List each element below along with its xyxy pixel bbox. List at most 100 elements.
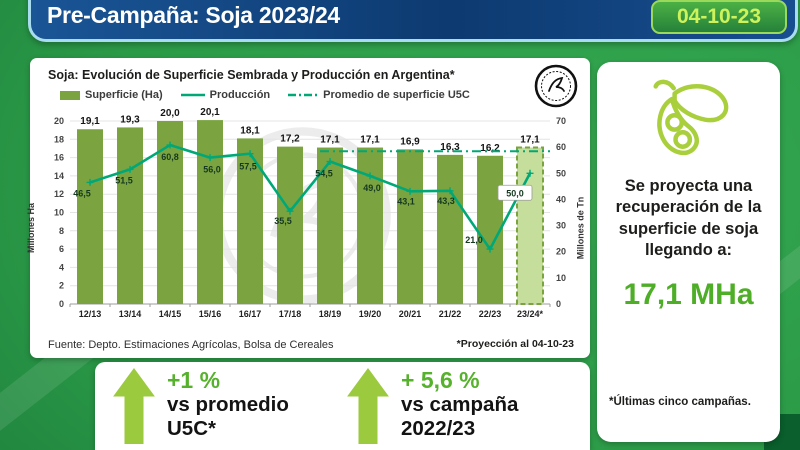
production-value-label: 35,5 xyxy=(274,216,292,226)
page-title: Pre-Campaña: Soja 2023/24 xyxy=(47,2,340,28)
surface-production-chart: 0 2 4 6 8 10 12 14 16 18 20 0 10 20 30 40 50 60 70 12/13 13/… xyxy=(54,108,566,319)
production-marker xyxy=(86,178,94,186)
production-value-label: 21,0 xyxy=(465,235,483,245)
annotation-percent: +1 % xyxy=(167,367,221,393)
u5c-footnote: *Últimas cinco campañas. xyxy=(609,396,751,408)
chart-title: Soja: Evolución de Superficie Sembrada y… xyxy=(48,68,455,82)
legend-produccion: Producción xyxy=(180,89,271,101)
projection-panel: Se proyecta una recuperación de la super… xyxy=(597,62,780,442)
legend-promedio: Promedio de superficie U5C xyxy=(288,89,470,101)
production-marker xyxy=(126,165,134,173)
bar-value-label: 20,1 xyxy=(200,108,220,118)
production-marker xyxy=(206,154,214,162)
y-axis-left-tick: 10 xyxy=(54,208,64,218)
y-axis-left-tick: 20 xyxy=(54,116,64,126)
production-marker xyxy=(166,141,174,149)
production-value-label: 49,0 xyxy=(363,183,381,193)
bolsa-cereales-logo-icon xyxy=(534,64,578,108)
y-axis-right-tick: 30 xyxy=(556,221,566,231)
production-value-label: 43,3 xyxy=(437,196,455,206)
bar-value-label: 17,1 xyxy=(320,135,340,146)
y-axis-left-tick: 18 xyxy=(54,134,64,144)
annotations-panel: +1 % vs promedio U5C* + 5,6 % vs campaña… xyxy=(95,362,590,450)
x-axis-label: 22/23 xyxy=(479,309,502,319)
y-axis-left-tick: 2 xyxy=(59,281,64,291)
surface-bar xyxy=(197,120,223,305)
annotation-label: vs campaña 2022/23 xyxy=(401,393,519,441)
production-value-label: 43,1 xyxy=(397,196,415,206)
production-marker xyxy=(246,150,254,158)
bar-value-label: 20,0 xyxy=(160,108,180,119)
bar-value-label: 17,2 xyxy=(280,134,300,145)
y-axis-left-title: Millones Ha xyxy=(26,202,37,254)
production-line xyxy=(88,143,532,251)
y-axis-left-tick: 12 xyxy=(54,189,64,199)
x-axis-label: 21/22 xyxy=(439,309,462,319)
y-axis-left-tick: 16 xyxy=(54,153,64,163)
bar-value-label: 18,1 xyxy=(240,125,260,136)
production-marker xyxy=(326,158,334,166)
legend-produccion-label: Producción xyxy=(209,89,271,101)
production-marker xyxy=(286,207,294,215)
annotation-campaign: + 5,6 % vs campaña 2022/23 xyxy=(347,367,553,444)
x-axis-label: 14/15 xyxy=(159,309,182,319)
annotation-u5c: +1 % vs promedio U5C* xyxy=(113,367,319,444)
x-axis-label: 12/13 xyxy=(79,309,102,319)
up-arrow-icon xyxy=(113,368,155,444)
surface-bar xyxy=(77,129,103,304)
surface-bar xyxy=(277,146,303,304)
y-axis-right-tick: 60 xyxy=(556,142,566,152)
production-value-label: 56,0 xyxy=(203,165,221,175)
line-swatch-icon xyxy=(180,93,205,97)
production-marker xyxy=(366,172,374,180)
legend-superficie: Superficie (Ha) xyxy=(60,89,163,101)
bar-value-label: 19,1 xyxy=(80,116,100,127)
chart-card: Soja: Evolución de Superficie Sembrada y… xyxy=(26,58,590,358)
production-value-label: 60,8 xyxy=(161,152,179,162)
surface-bar xyxy=(437,154,463,304)
y-axis-right-tick: 70 xyxy=(556,116,566,126)
date-badge: 04-10-23 xyxy=(651,0,787,34)
production-marker xyxy=(526,169,534,177)
production-value-label: 54,5 xyxy=(315,169,333,179)
production-value-label: 57,5 xyxy=(239,162,257,172)
projection-value: 17,1 MHa xyxy=(623,277,754,311)
y-axis-left-tick: 14 xyxy=(54,171,64,181)
production-value-label: 51,5 xyxy=(115,175,133,185)
x-axis-label: 20/21 xyxy=(399,309,422,319)
y-axis-left-tick: 0 xyxy=(59,299,64,309)
production-marker xyxy=(406,187,414,195)
production-marker xyxy=(486,245,494,253)
x-axis-label: 16/17 xyxy=(239,309,262,319)
bar-value-label: 16,9 xyxy=(400,136,420,147)
production-marker xyxy=(446,187,454,195)
bar-swatch-icon xyxy=(60,90,80,100)
x-axis-label: 17/18 xyxy=(279,309,302,319)
x-axis-label: 19/20 xyxy=(359,309,382,319)
production-value-label: 50,0 xyxy=(506,188,524,198)
y-axis-right-tick: 40 xyxy=(556,194,566,204)
bar-value-label: 16,2 xyxy=(480,143,500,154)
x-axis-label: 15/16 xyxy=(199,309,222,319)
annotation-label: vs promedio U5C* xyxy=(167,393,289,441)
y-axis-right-tick: 50 xyxy=(556,168,566,178)
bar-value-label: 16,3 xyxy=(440,142,460,153)
surface-bar xyxy=(477,155,503,304)
annotation-percent: + 5,6 % xyxy=(401,367,480,393)
x-axis-label: 23/24* xyxy=(517,309,544,319)
bar-value-label: 19,3 xyxy=(120,114,140,125)
surface-bar xyxy=(397,149,423,304)
y-axis-right-tick: 10 xyxy=(556,273,566,283)
legend-promedio-label: Promedio de superficie U5C xyxy=(323,89,470,101)
y-axis-right-tick: 20 xyxy=(556,247,566,257)
y-axis-left-tick: 6 xyxy=(59,244,64,254)
header-bar: Pre-Campaña: Soja 2023/24 04-10-23 xyxy=(28,0,798,42)
source-note: Fuente: Depto. Estimaciones Agrícolas, B… xyxy=(48,339,334,351)
bar-value-label: 17,1 xyxy=(520,135,540,146)
y-axis-right-tick: 0 xyxy=(556,299,561,309)
legend-superficie-label: Superficie (Ha) xyxy=(85,89,163,101)
surface-bar xyxy=(117,127,143,304)
x-axis-label: 18/19 xyxy=(319,309,342,319)
surface-bar xyxy=(357,147,383,304)
